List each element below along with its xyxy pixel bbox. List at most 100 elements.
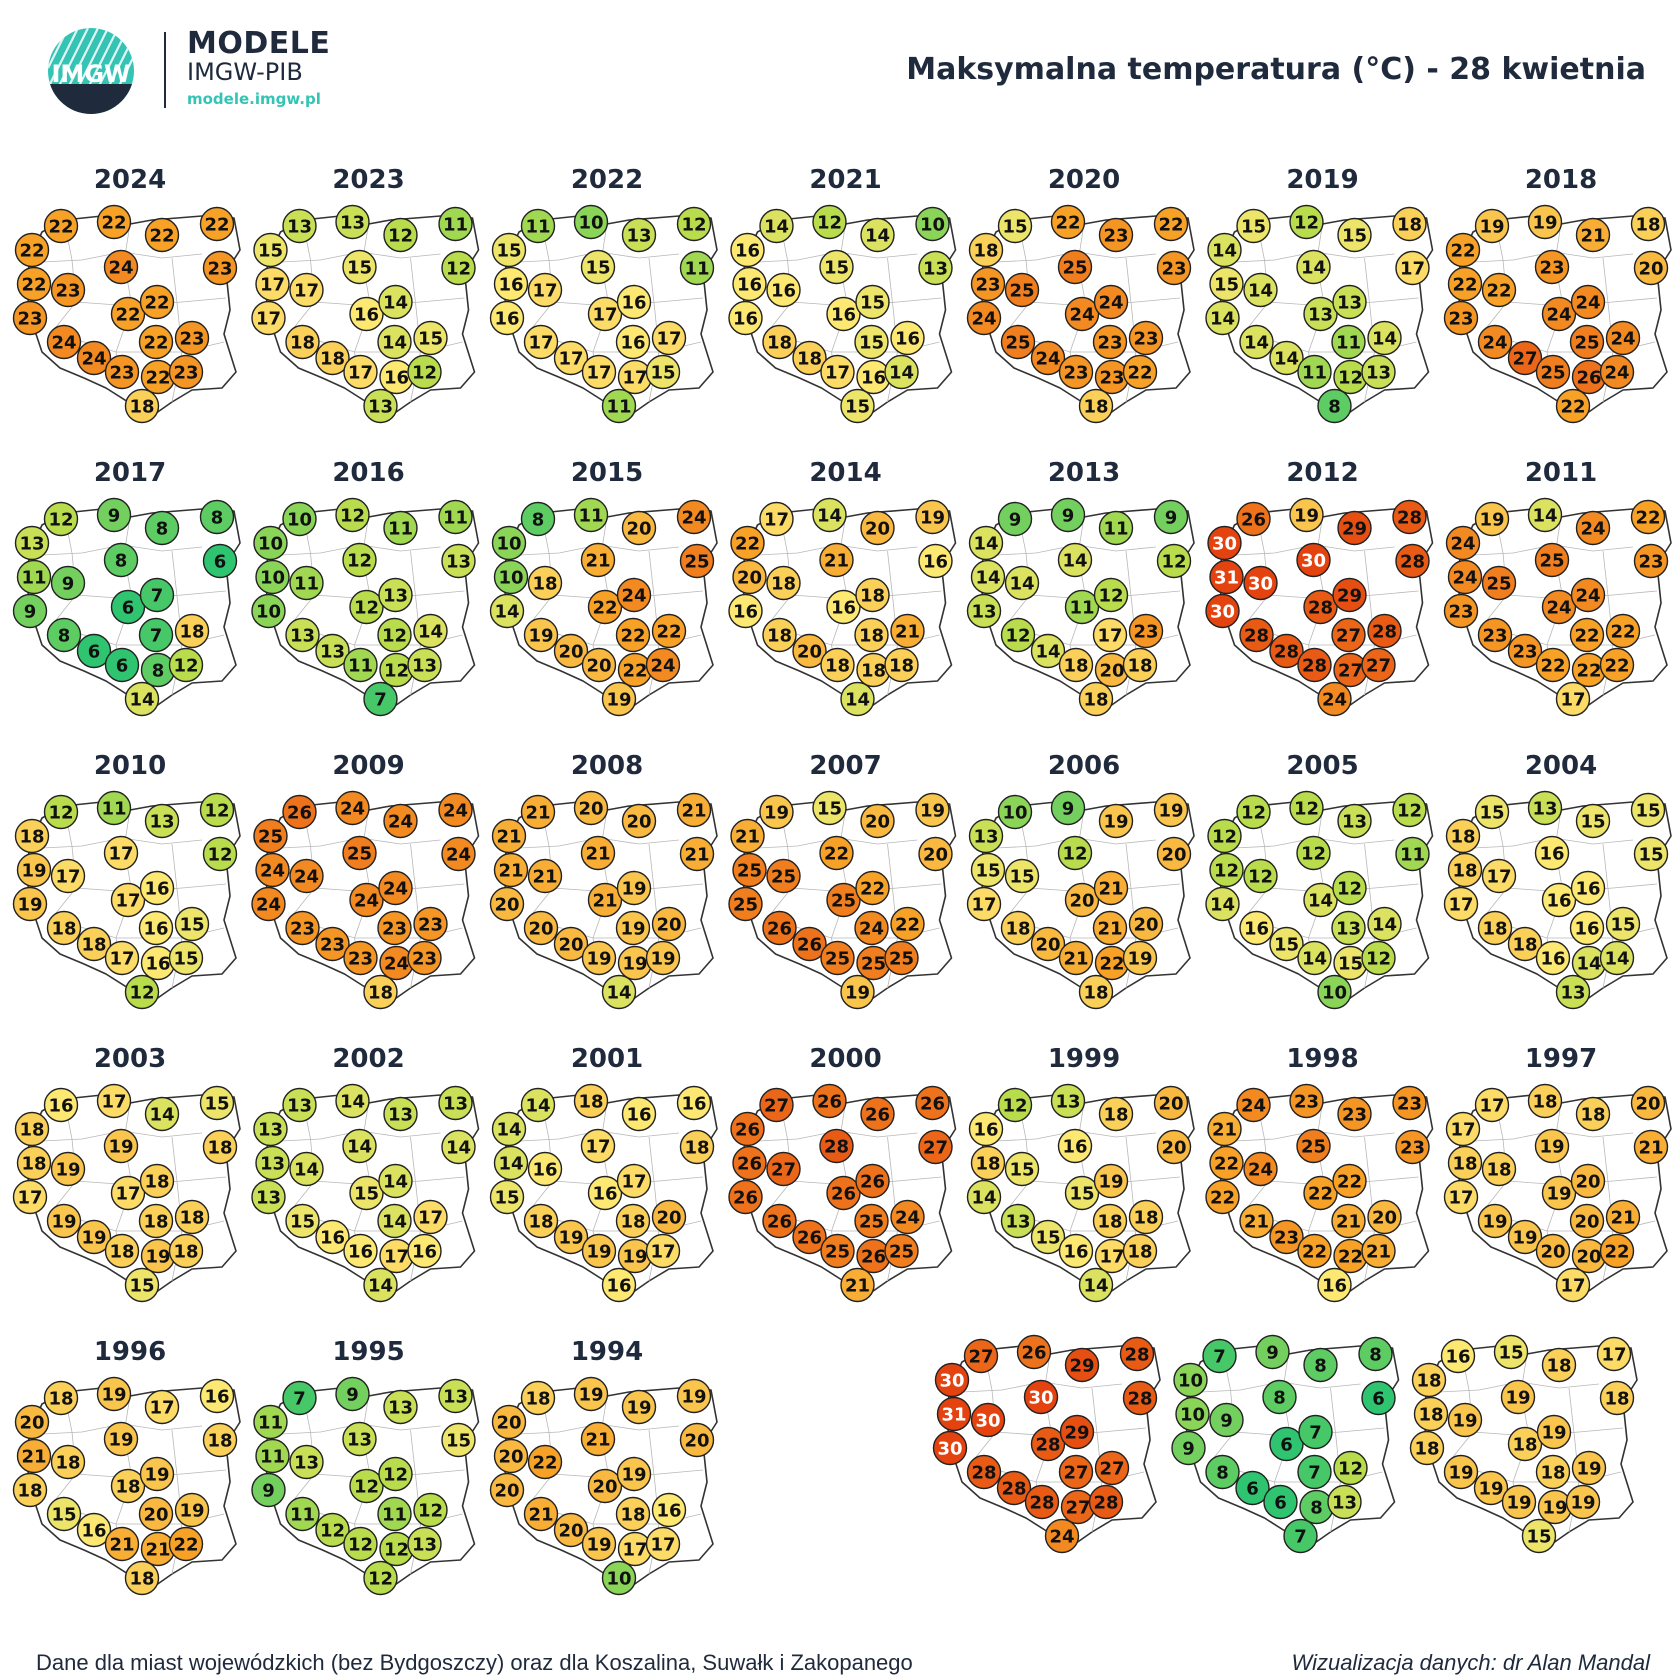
station-marker — [491, 525, 527, 561]
station-marker — [792, 1219, 827, 1255]
station-marker — [1202, 1338, 1237, 1374]
station-value: 12 — [340, 506, 365, 527]
station-value: 14 — [446, 1138, 471, 1159]
station-marker — [759, 501, 794, 537]
station-marker — [407, 940, 442, 976]
station-marker — [1236, 501, 1271, 537]
station-marker — [615, 617, 651, 653]
station-value: 12 — [1397, 801, 1422, 822]
station-value: 7 — [1213, 1347, 1226, 1368]
station-value: 20 — [19, 1413, 44, 1434]
station-value: 22 — [1210, 1188, 1235, 1209]
logo-title: MODELE — [187, 26, 331, 61]
station-value: 22 — [1099, 954, 1124, 975]
station-marker — [1575, 803, 1611, 839]
station-marker — [363, 974, 398, 1010]
station-value: 21 — [1580, 226, 1605, 247]
station-value: 14 — [494, 602, 519, 623]
station-value: 22 — [144, 293, 169, 314]
station-marker — [1392, 1085, 1427, 1121]
station-value: 17 — [971, 895, 996, 916]
station-marker — [491, 818, 527, 854]
station-marker — [1633, 250, 1669, 286]
station-value: 30 — [1248, 574, 1273, 595]
logo-subtitle: IMGW-PIB — [187, 58, 303, 86]
station-marker — [840, 1267, 875, 1303]
station-value: 17 — [592, 305, 617, 326]
station-marker — [1209, 559, 1244, 595]
station-marker — [1569, 617, 1605, 653]
station-marker — [138, 324, 174, 360]
station-marker — [43, 208, 79, 244]
station-value: 14 — [383, 1172, 408, 1193]
station-marker — [343, 940, 378, 976]
station-marker — [251, 593, 286, 629]
station-value: 20 — [494, 1481, 519, 1502]
station-value: 16 — [621, 293, 646, 314]
station-marker — [1128, 1199, 1164, 1235]
station-value: 19 — [1478, 1479, 1503, 1500]
station-marker — [970, 559, 1006, 595]
imgw-logo[interactable]: IMGW — [48, 28, 338, 128]
station-value: 10 — [256, 602, 281, 623]
station-value: 7 — [1294, 1527, 1307, 1548]
station-value: 20 — [496, 1413, 521, 1434]
station-marker — [1443, 593, 1479, 629]
station-value: 23 — [320, 935, 345, 956]
station-value: 18 — [143, 1212, 168, 1233]
station-value: 18 — [1546, 1356, 1571, 1377]
station-value: 24 — [621, 586, 646, 607]
station-marker — [407, 1233, 442, 1269]
station-marker — [124, 388, 160, 424]
station-marker — [1235, 1470, 1270, 1506]
station-marker — [1541, 1175, 1577, 1211]
station-marker — [489, 886, 525, 922]
station-value: 14 — [1301, 258, 1326, 279]
station-value: 14 — [817, 506, 842, 527]
station-value: 22 — [1574, 626, 1599, 647]
station-value: 19 — [586, 1242, 611, 1263]
station-marker — [1633, 836, 1669, 872]
station-marker — [1575, 1096, 1611, 1132]
station-marker — [46, 910, 82, 946]
station-marker — [1500, 1379, 1536, 1415]
station-value: 15 — [585, 258, 610, 279]
station-value: 18 — [889, 656, 914, 677]
logo-url-link[interactable]: modele.imgw.pl — [187, 90, 321, 108]
station-marker — [840, 388, 875, 424]
map-title: 2015 — [571, 458, 643, 488]
station-marker — [855, 870, 890, 906]
station-marker — [1058, 1233, 1094, 1269]
station-value: 23 — [348, 949, 373, 970]
station-value: 10 — [258, 534, 283, 555]
station-marker — [76, 1219, 112, 1255]
station-marker — [527, 272, 563, 308]
station-marker — [1093, 1163, 1129, 1199]
station-value: 12 — [348, 1535, 373, 1556]
station-marker — [1236, 794, 1271, 830]
station-value: 11 — [260, 1447, 285, 1468]
station-marker — [966, 593, 1002, 629]
station-value: 14 — [1302, 949, 1327, 970]
station-marker — [523, 1496, 559, 1532]
station-marker — [1477, 324, 1513, 360]
station-marker — [527, 1444, 563, 1480]
station-value: 19 — [681, 1387, 706, 1408]
station-value: 12 — [1248, 867, 1273, 888]
station-marker — [1058, 940, 1094, 976]
logo-badge-text: IMGW — [52, 60, 131, 88]
station-value: 29 — [1064, 1423, 1089, 1444]
station-marker — [1443, 886, 1479, 922]
station-value: 17 — [1486, 867, 1511, 888]
station-value: 21 — [1063, 949, 1088, 970]
station-value: 21 — [1610, 1208, 1635, 1229]
station-marker — [1236, 208, 1271, 244]
station-value: 29 — [1337, 586, 1362, 607]
station-value: 14 — [1248, 281, 1273, 302]
station-value: 9 — [1165, 508, 1178, 529]
station-value: 22 — [101, 213, 126, 234]
station-value: 15 — [354, 1184, 379, 1205]
station-marker — [103, 1128, 139, 1164]
station-value: 19 — [1479, 510, 1504, 531]
station-marker — [491, 232, 527, 268]
